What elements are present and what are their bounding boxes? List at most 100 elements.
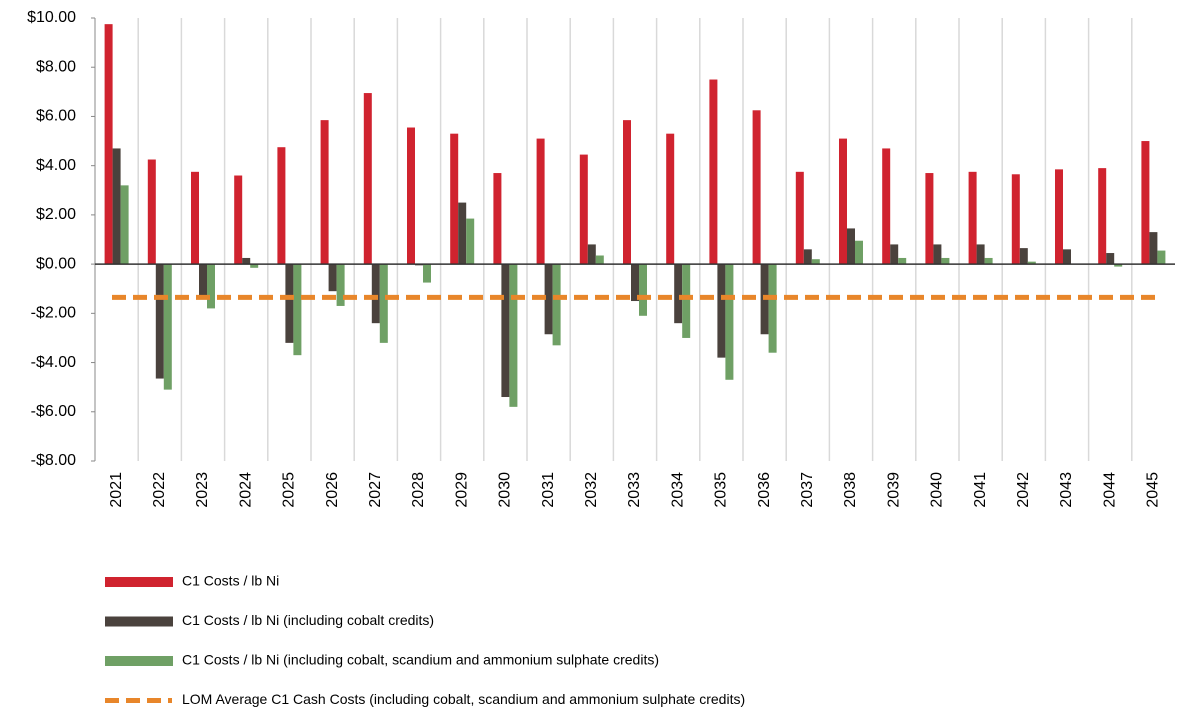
legend-swatch (105, 577, 173, 587)
bar (631, 264, 639, 302)
bar (363, 93, 372, 265)
bar (552, 264, 561, 346)
x-tick-label: 2039 (885, 472, 902, 508)
legend-label: C1 Costs / lb Ni (including cobalt, scan… (182, 652, 659, 668)
bar (1098, 168, 1107, 265)
y-tick-label: -$8.00 (31, 452, 76, 469)
bar (803, 249, 812, 265)
bar (379, 264, 388, 343)
bar (1149, 232, 1158, 265)
x-tick-label: 2038 (842, 472, 859, 508)
bar (933, 244, 942, 265)
x-tick-label: 2042 (1015, 472, 1032, 508)
bar (717, 264, 726, 358)
y-tick-label: $4.00 (36, 157, 76, 174)
legend: C1 Costs / lb Ni C1 Costs / lb Ni (includ… (105, 573, 745, 707)
x-tick-label: 2034 (669, 472, 686, 508)
bar (1055, 169, 1063, 265)
bar (104, 24, 113, 265)
bar (320, 120, 329, 265)
bar (293, 264, 302, 356)
bar (501, 264, 510, 398)
bar (666, 133, 675, 265)
y-tick-label: -$2.00 (31, 305, 76, 322)
bar (811, 259, 820, 265)
x-tick-label: 2025 (281, 472, 298, 508)
bar (112, 148, 121, 265)
bar (371, 264, 380, 324)
bar (587, 244, 596, 265)
bar (976, 244, 985, 265)
bar (1157, 250, 1166, 265)
y-tick-label: -$6.00 (31, 403, 76, 420)
x-tick-label: 2040 (929, 472, 946, 508)
y-tick-label: $8.00 (36, 58, 76, 75)
bar (1141, 141, 1150, 265)
bar (752, 110, 761, 265)
bar (925, 173, 934, 265)
x-tick-label: 2044 (1101, 472, 1118, 508)
bar (423, 264, 431, 283)
bar (682, 264, 691, 338)
bar (458, 202, 467, 265)
x-tick-label: 2032 (583, 472, 600, 508)
bar (250, 264, 259, 268)
x-tick-label: 2026 (324, 472, 341, 508)
bar (1106, 253, 1115, 265)
bar (1011, 174, 1020, 265)
bar (1019, 248, 1028, 265)
bar (674, 264, 683, 324)
bar (795, 171, 804, 265)
x-tick-label: 2022 (151, 472, 168, 508)
x-tick-label: 2027 (367, 472, 384, 508)
legend-label: LOM Average C1 Cash Costs (including cob… (182, 691, 745, 707)
bar (163, 264, 172, 390)
bar (839, 138, 847, 265)
bar (536, 138, 545, 265)
x-tick-label: 2045 (1145, 472, 1162, 508)
x-tick-label: 2036 (756, 472, 773, 508)
bar (1114, 264, 1123, 267)
bar (882, 148, 891, 265)
bar (595, 255, 604, 265)
bar (147, 159, 156, 265)
bar (493, 173, 502, 265)
y-tick-label: $0.00 (36, 255, 76, 272)
bar (336, 264, 345, 306)
x-tick-label: 2029 (453, 472, 470, 508)
x-tick-label: 2024 (237, 472, 254, 508)
x-tick-label: 2023 (194, 472, 211, 508)
x-tick-label: 2041 (972, 472, 989, 508)
x-tick-label: 2030 (497, 472, 514, 508)
legend-swatch (105, 656, 173, 666)
bar (984, 257, 993, 265)
bar (407, 127, 415, 265)
bar (1063, 249, 1071, 265)
bar (847, 228, 855, 265)
bar (855, 240, 863, 265)
bar (890, 244, 899, 265)
y-tick-label: $2.00 (36, 206, 76, 223)
y-tick-label: $10.00 (27, 9, 76, 26)
y-tick-label: -$4.00 (31, 354, 76, 371)
x-tick-label: 2035 (713, 472, 730, 508)
legend-swatch (105, 616, 173, 627)
bar (941, 257, 950, 265)
bar (466, 218, 475, 265)
bar (155, 264, 164, 379)
bar (199, 264, 207, 298)
bar (579, 154, 588, 265)
x-tick-label: 2028 (410, 472, 427, 508)
bar (509, 264, 518, 407)
bar (242, 257, 251, 265)
bar (768, 264, 777, 353)
bar (234, 175, 243, 265)
bar (191, 171, 199, 265)
x-tick-label: 2043 (1058, 472, 1075, 508)
x-tick-label: 2021 (108, 472, 125, 508)
bar (725, 264, 734, 380)
bar (709, 79, 718, 265)
x-tick-label: 2033 (626, 472, 643, 508)
bar (328, 264, 337, 292)
